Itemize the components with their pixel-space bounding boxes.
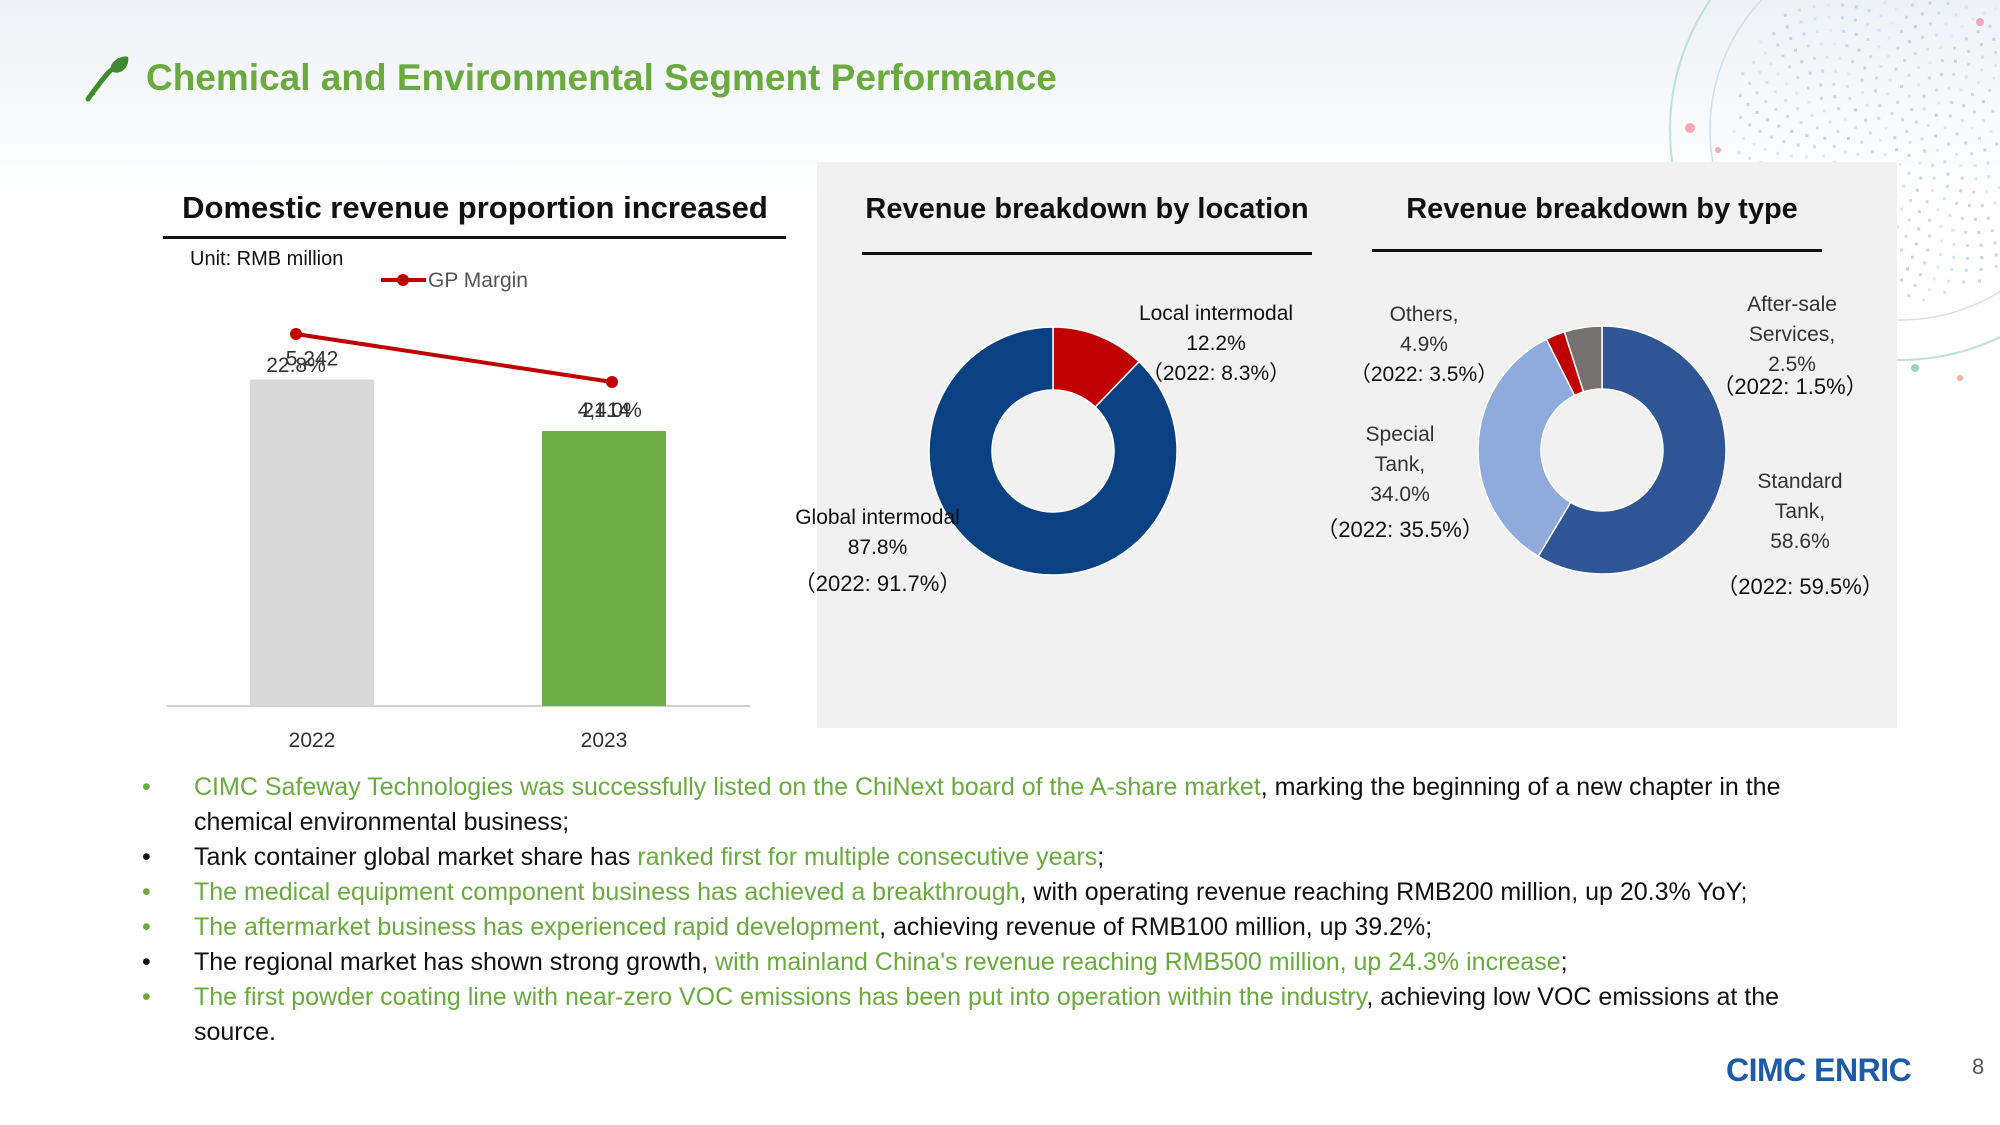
special-tank-name-1: Special	[1365, 423, 1435, 446]
standard-tank-label: Standard Tank, 58.6%	[1720, 467, 1880, 557]
bullet-item: • CIMC Safeway Technologies was successfu…	[140, 770, 1840, 840]
bullet-dot-icon: •	[142, 983, 151, 1011]
special-tank-label: Special Tank, 34.0%	[1320, 420, 1480, 510]
bullet-list: • CIMC Safeway Technologies was successfu…	[140, 770, 1840, 1050]
bullet-item: • The regional market has shown strong gr…	[140, 945, 1840, 980]
bar-value-2022: 5,242	[286, 347, 339, 370]
standard-tank-pct: 58.6%	[1770, 530, 1830, 553]
unit-label: Unit: RMB million	[190, 248, 344, 270]
aftersale-prev: （2022: 1.5%）	[1712, 374, 1868, 399]
title-row: Chemical and Environmental Segment Perfo…	[80, 48, 1057, 108]
local-intermodal-pct: 12.2%	[1186, 332, 1246, 355]
page-number: 8	[1972, 1054, 1985, 1079]
bullet-plain: , with operating revenue reaching RMB200…	[1019, 878, 1748, 906]
right-section-rule	[1372, 249, 1822, 252]
bullet-plain: ;	[1097, 843, 1105, 871]
bullet-highlight: ranked first for multiple consecutive ye…	[637, 843, 1098, 871]
company-logo: CIMC ENRIC	[1726, 1052, 1912, 1088]
middle-section-rule	[862, 252, 1312, 255]
bullet-dot-icon: •	[142, 878, 151, 906]
others-label: Others, 4.9% （2022: 3.5%）	[1344, 300, 1504, 390]
right-section-title: Revenue breakdown by type	[1406, 193, 1798, 225]
bullet-dot-icon: •	[142, 913, 151, 941]
bullet-text: The medical equipment component business…	[194, 875, 1840, 910]
bullet-plain: ;	[1560, 948, 1568, 976]
gp-margin-point-2022	[290, 328, 302, 340]
bullet-plain: The regional market has shown strong gro…	[194, 948, 716, 976]
bullet-text: The regional market has shown strong gro…	[194, 945, 1840, 980]
bullet-plain: Tank container global market share has	[194, 843, 638, 871]
others-pct: 4.9%	[1400, 333, 1448, 356]
bullet-text: CIMC Safeway Technologies was successful…	[194, 770, 1840, 840]
bullet-item: • Tank container global market share has …	[140, 840, 1840, 875]
page-title: Chemical and Environmental Segment Perfo…	[146, 57, 1057, 98]
slice-standard-tank	[1537, 325, 1727, 575]
standard-tank-prev: （2022: 59.5%）	[1716, 574, 1884, 599]
revenue-bar-chart: 5,242 2022 4,414 2023 22.8% 21.0% GP Margin	[167, 269, 750, 752]
bullet-dot-icon: •	[142, 773, 151, 801]
left-section-title: Domestic revenue proportion increased	[182, 190, 768, 225]
local-intermodal-prev: （2022: 8.3%）	[1141, 362, 1291, 385]
category-label-2022: 2022	[289, 729, 336, 752]
aftersale-label: After-sale Services, 2.5%	[1712, 290, 1872, 380]
bullet-item: • The first powder coating line with near…	[140, 980, 1840, 1050]
donut-charts	[928, 325, 1727, 576]
others-prev: （2022: 3.5%）	[1349, 363, 1499, 386]
global-intermodal-name: Global intermodal	[795, 506, 960, 529]
bullet-plain: , marking the beginning of a new chapter…	[194, 773, 1781, 836]
special-tank-name-2: Tank,	[1374, 453, 1426, 476]
standard-tank-name-1: Standard	[1757, 470, 1843, 493]
middle-section-title: Revenue breakdown by location	[865, 193, 1309, 225]
bar-2022	[250, 379, 374, 706]
bullet-plain: , achieving revenue of RMB100 million, u…	[879, 913, 1433, 941]
local-intermodal-label: Local intermodal 12.2% （2022: 8.3%）	[1116, 299, 1316, 389]
bullet-text: The aftermarket business has experienced…	[194, 910, 1840, 945]
standard-tank-name-2: Tank,	[1774, 500, 1826, 523]
slice-global-intermodal	[928, 326, 1178, 576]
aftersale-pct: 2.5%	[1768, 353, 1816, 376]
global-intermodal-pct: 87.8%	[847, 536, 908, 559]
local-intermodal-name: Local intermodal	[1138, 302, 1294, 325]
bullet-item: • The medical equipment component busines…	[140, 875, 1840, 910]
bullet-plain: , achieving low VOC emissions at the sou…	[194, 983, 1780, 1046]
global-intermodal-prev: （2022: 91.7%）	[793, 571, 962, 596]
legend-marker	[397, 274, 409, 286]
legend-label: GP Margin	[428, 269, 528, 292]
gp-margin-label-2023: 21.0%	[582, 399, 642, 422]
aftersale-name-2: Services,	[1748, 323, 1836, 346]
global-intermodal-label: Global intermodal 87.8% （2022: 91.7%）	[775, 503, 980, 599]
bar-value-2023: 4,414	[578, 399, 631, 422]
bullet-dot-icon: •	[142, 843, 151, 871]
bullet-highlight: CIMC Safeway Technologies was successful…	[194, 773, 1261, 801]
gp-margin-label-2022: 22.8%	[266, 354, 326, 377]
slice-special-tank	[1477, 338, 1576, 558]
bullet-dot-icon: •	[142, 948, 151, 976]
gp-margin-point-2023	[606, 376, 618, 388]
special-tank-prev: （2022: 35.5%）	[1316, 517, 1484, 542]
slice-others	[1563, 325, 1603, 393]
bullet-highlight: The aftermarket business has experienced…	[194, 913, 880, 941]
bullet-highlight: The first powder coating line with near-…	[194, 983, 1367, 1011]
leaf-icon	[85, 56, 129, 102]
special-tank-pct: 34.0%	[1370, 483, 1430, 506]
bullet-item: • The aftermarket business has experience…	[140, 910, 1840, 945]
bullet-highlight: with mainland China's revenue reaching R…	[715, 948, 1561, 976]
aftersale-name-1: After-sale	[1747, 293, 1837, 316]
category-label-2023: 2023	[581, 729, 628, 752]
bullet-highlight: The medical equipment component business…	[194, 878, 1020, 906]
gp-margin-line	[295, 332, 613, 384]
left-section-rule	[163, 236, 786, 239]
bullet-text: The first powder coating line with near-…	[194, 980, 1840, 1050]
others-name: Others,	[1389, 303, 1459, 326]
bullet-text: Tank container global market share has r…	[194, 840, 1840, 875]
bar-2023	[542, 431, 666, 706]
